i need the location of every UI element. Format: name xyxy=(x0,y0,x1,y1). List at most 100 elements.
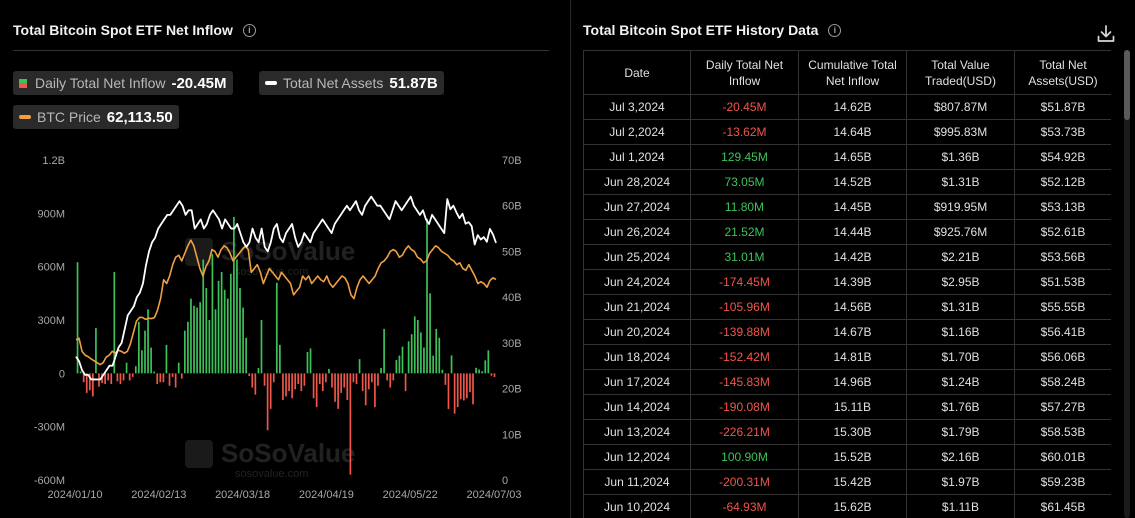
table-row[interactable]: Jun 25,2024 31.01M 14.42B $2.21B $53.56B xyxy=(583,244,1111,270)
net-inflow-chart[interactable]: SoSoValuesosovalue.comSoSoValuesosovalue… xyxy=(0,150,560,510)
inflow-bar xyxy=(306,352,309,374)
table-cell: $53.73B xyxy=(1014,119,1111,145)
divider xyxy=(13,50,549,51)
inflow-bar xyxy=(156,373,159,384)
inflow-bar xyxy=(444,373,447,385)
inflow-bar xyxy=(325,373,327,383)
table-cell: Jun 21,2024 xyxy=(583,294,691,320)
table-cell: $51.53B xyxy=(1014,269,1111,295)
inflow-bar xyxy=(180,373,183,379)
inflow-bar xyxy=(291,373,293,399)
table-cell: $54.92B xyxy=(1014,144,1111,170)
table-cell: Jun 28,2024 xyxy=(583,169,691,195)
y-right-tick-label: 10B xyxy=(502,429,522,441)
table-row[interactable]: Jun 11,2024 -200.31M 15.42B $1.97B $59.23B xyxy=(583,469,1111,495)
y-right-tick-label: 0 xyxy=(502,475,508,487)
inflow-bar xyxy=(272,373,275,383)
chart-title-text: Total Bitcoin Spot ETF Net Inflow xyxy=(13,22,233,38)
inflow-bar xyxy=(196,307,198,374)
inflow-bar xyxy=(469,373,471,393)
inflow-bar xyxy=(168,373,171,386)
table-row[interactable]: Jul 2,2024 -13.62M 14.64B $995.83M $53.73B xyxy=(583,119,1111,145)
table-row[interactable]: Jun 18,2024 -152.42M 14.81B $1.70B $56.06B xyxy=(583,344,1111,370)
table-row[interactable]: Jun 12,2024 100.90M 15.52B $2.16B $60.01B xyxy=(583,444,1111,470)
info-icon[interactable]: i xyxy=(828,23,842,37)
table-cell: 100.90M xyxy=(690,444,799,470)
inflow-bar xyxy=(462,373,465,401)
table-cell: $1.11B xyxy=(906,494,1015,518)
inflow-bar xyxy=(358,359,361,374)
inflow-bar xyxy=(410,334,413,374)
inflow-bar xyxy=(300,373,303,392)
inflow-bar xyxy=(337,373,339,409)
table-cell: 21.52M xyxy=(690,219,799,245)
watermark-bottom-logo-icon xyxy=(185,440,213,468)
inflow-bar xyxy=(346,373,349,400)
inflow-bar xyxy=(364,373,367,406)
y-axis-left: 1.2B 900M 600M 300M 0 -300M -600M xyxy=(34,155,65,487)
inflow-bar xyxy=(134,366,137,374)
inflow-bar xyxy=(438,337,441,374)
table-cell: -105.96M xyxy=(690,294,799,320)
y-left-tick-label: 900M xyxy=(37,208,65,220)
inflow-bar xyxy=(343,373,346,388)
inflow-bar xyxy=(165,344,168,374)
table-cell: $995.83M xyxy=(906,119,1015,145)
table-row[interactable]: Jun 17,2024 -145.83M 14.96B $1.24B $58.24B xyxy=(583,369,1111,395)
inflow-bar xyxy=(288,373,290,392)
table-row[interactable]: Jun 13,2024 -226.21M 15.30B $1.79B $58.53B xyxy=(583,419,1111,445)
table-title: Total Bitcoin Spot ETF History Data i xyxy=(583,22,842,38)
inflow-bar xyxy=(153,371,156,374)
history-table-container[interactable]: Date Daily Total Net Inflow Cumulative Tot… xyxy=(583,50,1111,518)
scrollbar-thumb[interactable] xyxy=(1124,50,1130,120)
table-cell: Jun 11,2024 xyxy=(583,469,691,495)
inflow-bar xyxy=(321,373,324,392)
table-row[interactable]: Jun 24,2024 -174.45M 14.39B $2.95B $51.53B xyxy=(583,269,1111,295)
inflow-bar xyxy=(85,373,88,393)
table-cell: -152.42M xyxy=(690,344,799,370)
inflow-bar xyxy=(269,373,272,409)
table-row[interactable]: Jun 26,2024 21.52M 14.44B $925.76M $52.61B xyxy=(583,219,1111,245)
table-cell: 31.01M xyxy=(690,244,799,270)
inflow-bar xyxy=(355,373,358,384)
inflow-bar xyxy=(193,305,195,374)
table-cell: Jun 13,2024 xyxy=(583,419,691,445)
column-header: Total Net Assets(USD) xyxy=(1014,50,1111,95)
table-row[interactable]: Jun 27,2024 11.80M 14.45B $919.95M $53.13B xyxy=(583,194,1111,220)
column-header: Daily Total Net Inflow xyxy=(690,50,799,95)
inflow-bar xyxy=(285,373,287,397)
table-cell: $56.41B xyxy=(1014,319,1111,345)
inflow-bar xyxy=(328,368,330,374)
inflow-bar xyxy=(177,362,180,374)
legend-total-net-assets[interactable]: Total Net Assets 51.87B xyxy=(259,71,444,95)
table-row[interactable]: Jun 21,2024 -105.96M 14.56B $1.31B $55.55B xyxy=(583,294,1111,320)
legend-daily-inflow[interactable]: Daily Total Net Inflow -20.45M xyxy=(13,71,233,95)
table-cell: $2.16B xyxy=(906,444,1015,470)
table-row[interactable]: Jul 3,2024 -20.45M 14.62B $807.87M $51.87B xyxy=(583,94,1111,120)
table-cell: $2.95B xyxy=(906,269,1015,295)
table-cell: -145.83M xyxy=(690,369,799,395)
table-cell: $1.97B xyxy=(906,469,1015,495)
x-tick-label: 2024/02/13 xyxy=(131,489,186,501)
table-cell: 14.64B xyxy=(798,119,907,145)
table-cell: Jun 18,2024 xyxy=(583,344,691,370)
download-icon[interactable] xyxy=(1096,24,1116,44)
table-scrollbar[interactable] xyxy=(1124,50,1130,518)
inflow-bar xyxy=(147,309,149,374)
table-row[interactable]: Jun 28,2024 73.05M 14.52B $1.31B $52.12B xyxy=(583,169,1111,195)
table-cell: -139.88M xyxy=(690,319,799,345)
inflow-bars xyxy=(76,216,496,475)
inflow-bar xyxy=(478,369,480,374)
legend-btc-price[interactable]: BTC Price 62,113.50 xyxy=(13,105,179,129)
inflow-bar xyxy=(104,373,106,384)
table-cell: $52.61B xyxy=(1014,219,1111,245)
inflow-bar xyxy=(229,273,232,374)
inflow-bar xyxy=(331,373,333,388)
table-row[interactable]: Jul 1,2024 129.45M 14.65B $1.36B $54.92B xyxy=(583,144,1111,170)
info-icon[interactable]: i xyxy=(242,23,256,37)
legend-inflow-label: Daily Total Net Inflow xyxy=(35,75,166,91)
table-row[interactable]: Jun 10,2024 -64.93M 15.62B $1.11B $61.45B xyxy=(583,494,1111,518)
table-row[interactable]: Jun 14,2024 -190.08M 15.11B $1.76B $57.27B xyxy=(583,394,1111,420)
table-cell: -200.31M xyxy=(690,469,799,495)
table-row[interactable]: Jun 20,2024 -139.88M 14.67B $1.16B $56.41B xyxy=(583,319,1111,345)
